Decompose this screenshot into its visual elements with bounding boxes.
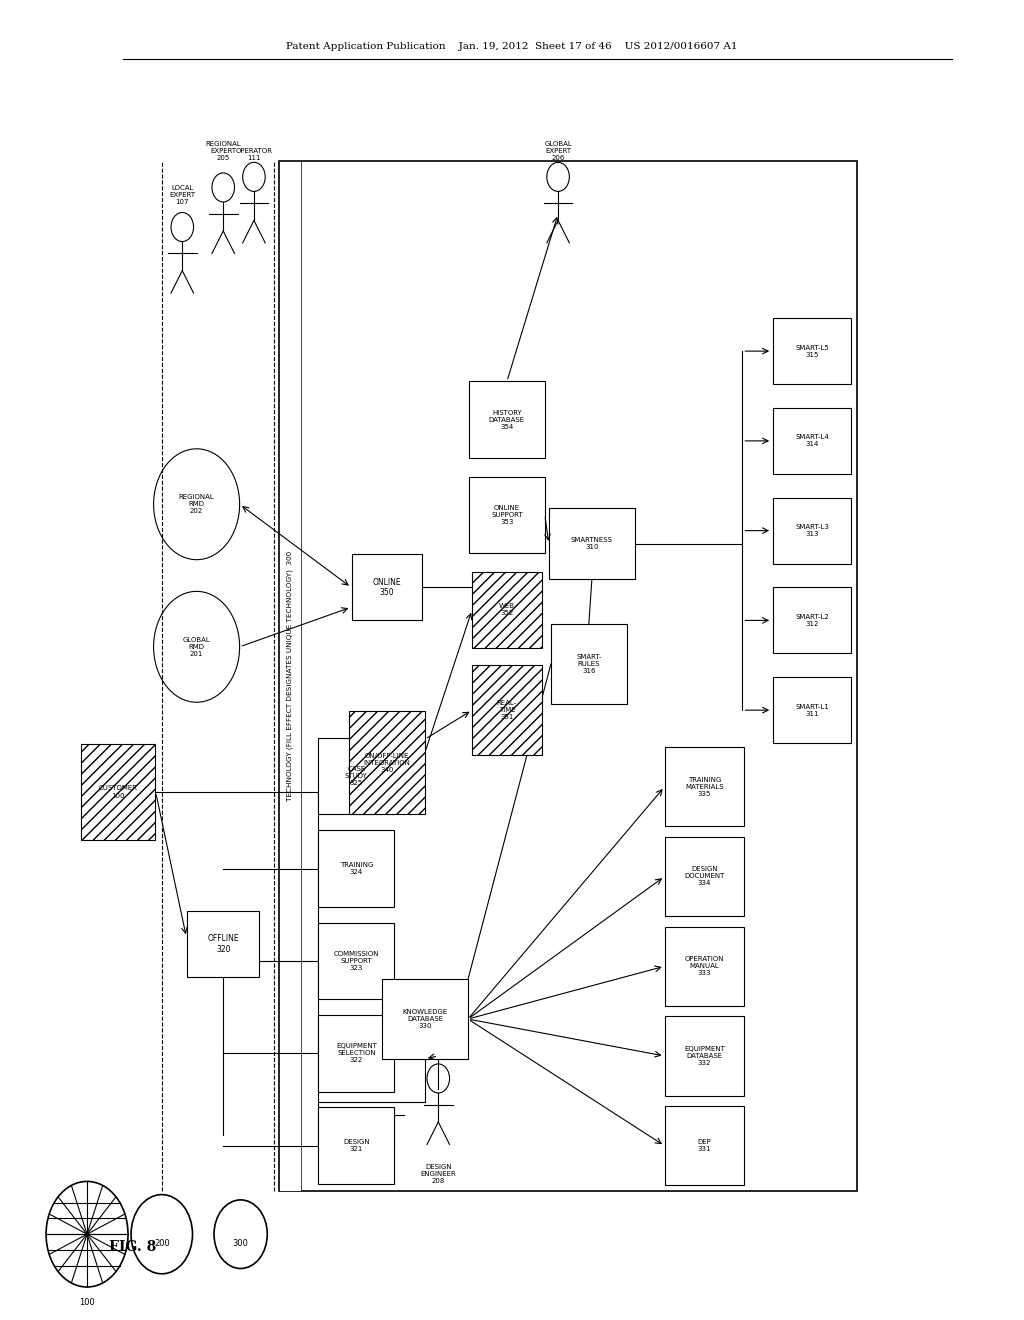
Text: REAL-
TIME
351: REAL- TIME 351 (497, 700, 517, 721)
Bar (318, 830, 394, 907)
Bar (472, 572, 542, 648)
Text: ONLINE
SUPPORT
353: ONLINE SUPPORT 353 (492, 504, 522, 525)
Bar (666, 747, 743, 826)
Bar (318, 1107, 394, 1184)
Text: OPERATION
MANUAL
333: OPERATION MANUAL 333 (685, 956, 724, 977)
Text: TRAINING
MATERIALS
335: TRAINING MATERIALS 335 (685, 776, 724, 797)
Text: 100: 100 (79, 1298, 95, 1307)
Bar (318, 923, 394, 999)
Text: DEP
331: DEP 331 (697, 1139, 712, 1152)
Bar (279, 161, 301, 1191)
Text: SMART-L2
312: SMART-L2 312 (796, 614, 828, 627)
Text: ONLINE
350: ONLINE 350 (373, 578, 401, 597)
Text: EQUIPMENT
SELECTION
322: EQUIPMENT SELECTION 322 (336, 1043, 377, 1064)
Text: SMARTNESS
310: SMARTNESS 310 (570, 537, 613, 550)
Text: SMART-L1
311: SMART-L1 311 (795, 704, 829, 717)
Bar (773, 318, 852, 384)
Text: GLOBAL
RMD
201: GLOBAL RMD 201 (182, 636, 211, 657)
Bar (773, 498, 852, 564)
Bar (666, 837, 743, 916)
Text: CUSTOMER
100: CUSTOMER 100 (98, 785, 137, 799)
Text: EQUIPMENT
DATABASE
332: EQUIPMENT DATABASE 332 (684, 1045, 725, 1067)
Text: Patent Application Publication    Jan. 19, 2012  Sheet 17 of 46    US 2012/00166: Patent Application Publication Jan. 19, … (287, 42, 737, 50)
Bar (469, 381, 545, 458)
Text: DESIGN
DOCUMENT
334: DESIGN DOCUMENT 334 (684, 866, 725, 887)
Text: OFFLINE
320: OFFLINE 320 (208, 935, 239, 953)
Bar (773, 677, 852, 743)
Bar (81, 744, 155, 840)
Text: CASE
STUDY
325: CASE STUDY 325 (345, 766, 368, 787)
Bar (279, 161, 857, 1191)
Bar (318, 738, 394, 814)
Bar (318, 1015, 394, 1092)
Bar (469, 477, 545, 553)
Text: HISTORY
DATABASE
354: HISTORY DATABASE 354 (488, 409, 525, 430)
Text: TRAINING
324: TRAINING 324 (340, 862, 373, 875)
Bar (666, 927, 743, 1006)
Bar (666, 1016, 743, 1096)
Text: DESIGN
ENGINEER
208: DESIGN ENGINEER 208 (421, 1164, 456, 1184)
Text: KNOWLEDGE
DATABASE
330: KNOWLEDGE DATABASE 330 (402, 1008, 447, 1030)
Text: FIG. 8: FIG. 8 (110, 1241, 157, 1254)
Text: SMART-L3
313: SMART-L3 313 (795, 524, 829, 537)
Bar (551, 624, 627, 704)
Bar (352, 554, 422, 620)
Text: OPERATOR
111: OPERATOR 111 (236, 148, 272, 161)
Text: 200: 200 (154, 1239, 170, 1247)
Bar (773, 587, 852, 653)
Text: COMMISSION
SUPPORT
323: COMMISSION SUPPORT 323 (334, 950, 379, 972)
Bar (349, 711, 425, 814)
Bar (773, 408, 852, 474)
Text: DESIGN
321: DESIGN 321 (343, 1139, 370, 1152)
Text: GLOBAL
EXPERT
206: GLOBAL EXPERT 206 (544, 141, 572, 161)
Bar (549, 508, 635, 579)
Text: ON/OFF-LINE
INTEGRATION
340: ON/OFF-LINE INTEGRATION 340 (364, 752, 411, 774)
Text: TECHNOLOGY (FILL EFFECT DESIGNATES UNIQUE TECHNOLOGY)  300: TECHNOLOGY (FILL EFFECT DESIGNATES UNIQU… (287, 550, 293, 801)
Text: REGIONAL
EXPERT
205: REGIONAL EXPERT 205 (206, 141, 241, 161)
Text: SMART-L5
315: SMART-L5 315 (796, 345, 828, 358)
Text: SMART-L4
314: SMART-L4 314 (796, 434, 828, 447)
Text: SMART-
RULES
316: SMART- RULES 316 (577, 653, 601, 675)
Text: WEB
352: WEB 352 (499, 603, 515, 616)
Text: LOCAL
EXPERT
107: LOCAL EXPERT 107 (169, 185, 196, 205)
Bar (187, 911, 259, 977)
Text: REGIONAL
RMD
202: REGIONAL RMD 202 (179, 494, 214, 515)
Text: 300: 300 (232, 1239, 249, 1247)
Bar (472, 665, 542, 755)
Bar (382, 979, 468, 1059)
Bar (666, 1106, 743, 1185)
